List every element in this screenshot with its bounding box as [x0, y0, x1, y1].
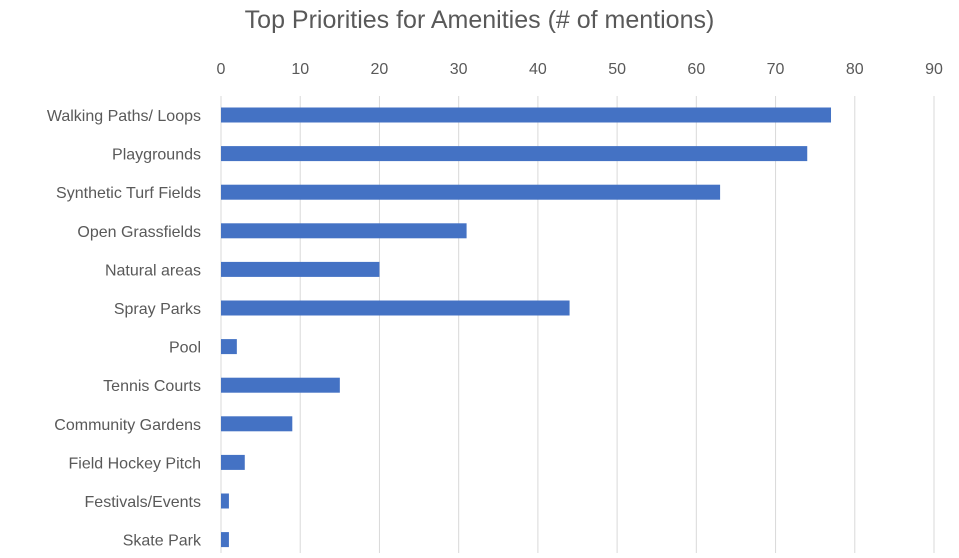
bar [221, 146, 808, 162]
bar [221, 377, 340, 393]
category-label: Walking Paths/ Loops [47, 108, 201, 125]
bars [221, 107, 832, 548]
grid-layer [299, 96, 935, 553]
category-label: Pool [169, 340, 201, 357]
x-tick-label: 80 [846, 61, 864, 78]
chart-title: Top Priorities for Amenities (# of menti… [244, 6, 715, 34]
category-label: Festivals/Events [85, 494, 201, 511]
x-tick-label: 0 [217, 61, 226, 78]
category-label: Open Grassfields [77, 224, 201, 241]
x-tick-label: 20 [371, 61, 389, 78]
category-label: Community Gardens [54, 417, 201, 434]
bar [221, 532, 229, 548]
category-label: Skate Park [123, 533, 202, 550]
x-tick-label: 70 [767, 61, 785, 78]
bar [221, 493, 229, 509]
bar [221, 184, 721, 200]
category-label: Natural areas [105, 262, 201, 279]
bar [221, 416, 293, 432]
x-tick-label: 40 [529, 61, 547, 78]
category-label: Synthetic Turf Fields [56, 185, 201, 202]
category-label: Playgrounds [112, 147, 201, 164]
bar [221, 339, 237, 355]
x-tick-labels: 0 10 20 30 40 50 60 70 80 90 [217, 61, 943, 78]
x-tick-label: 50 [608, 61, 626, 78]
x-tick-label: 10 [291, 61, 309, 78]
category-label: Spray Parks [114, 301, 201, 318]
category-label: Tennis Courts [103, 378, 201, 395]
x-tick-label: 60 [687, 61, 705, 78]
bar [221, 107, 832, 123]
x-tick-label: 90 [925, 61, 943, 78]
bar [221, 300, 570, 316]
category-labels: Walking Paths/ Loops Playgrounds Synthetic… [47, 108, 202, 550]
bar [221, 261, 380, 277]
category-label: Field Hockey Pitch [69, 455, 202, 472]
x-tick-label: 30 [450, 61, 468, 78]
bar [221, 223, 467, 239]
bar [221, 454, 245, 470]
